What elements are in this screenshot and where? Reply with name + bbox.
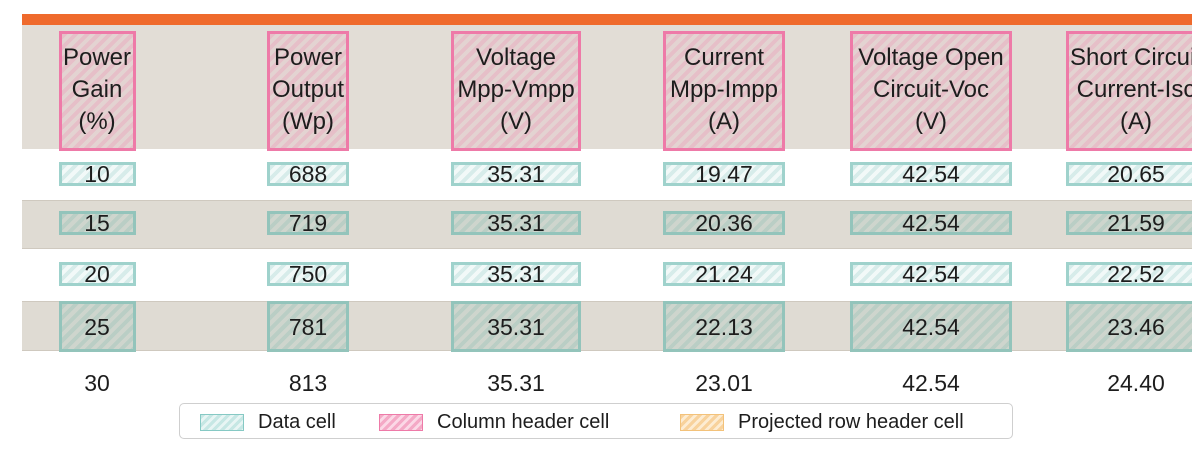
data-cell-box — [451, 262, 581, 286]
data-cell-text: 35.31 — [487, 261, 545, 287]
data-cell-text: 21.59 — [1107, 210, 1165, 236]
data-cell-text: 42.54 — [902, 313, 960, 340]
data-cell-box — [663, 162, 785, 186]
data-cell-text: 719 — [288, 210, 328, 236]
legend: Data cell Column header cell Projected r… — [179, 403, 1013, 439]
data-cell-text: 813 — [288, 370, 328, 396]
data-cell-box — [1066, 262, 1192, 286]
accent-bar — [22, 14, 1192, 25]
column-header-cell-box — [267, 31, 349, 151]
data-cell-text: 25 — [84, 313, 110, 340]
data-cell-box — [850, 301, 1012, 352]
data-cell-text: 42.54 — [902, 210, 960, 236]
data-cell-box — [267, 262, 349, 286]
legend-item-projected-row-header-cell: Projected row header cell — [680, 404, 964, 440]
data-cell-box — [451, 162, 581, 186]
data-cell-text: 35.31 — [487, 210, 545, 236]
column-header-swatch — [379, 413, 423, 431]
striped-row-background — [22, 200, 1192, 249]
striped-row-background — [22, 301, 1192, 351]
legend-label: Projected row header cell — [738, 410, 964, 433]
column-header-text: Current Mpp-Impp (A) — [669, 44, 779, 135]
column-header-text: Short Circuit Current-Isc (A) — [1069, 44, 1192, 135]
projected-row-header-swatch — [680, 413, 724, 431]
legend-item-data-cell: Data cell — [200, 404, 336, 440]
data-cell-text: 15 — [84, 210, 110, 236]
legend-label: Data cell — [258, 410, 336, 433]
data-cell-text: 35.31 — [487, 370, 545, 396]
data-cell-box — [451, 301, 581, 352]
column-header-cell-box — [451, 31, 581, 151]
column-header-text: Voltage Open Circuit-Voc (V) — [858, 44, 1004, 135]
data-cell-text: 688 — [288, 161, 328, 187]
data-cell-text: 20.65 — [1107, 161, 1165, 187]
data-cell-box — [1066, 162, 1192, 186]
column-header-cell-box — [59, 31, 136, 151]
data-cell-box — [59, 301, 136, 352]
data-cell-box — [267, 301, 349, 352]
data-cell-text: 21.24 — [695, 261, 753, 287]
data-cell-text: 42.54 — [902, 161, 960, 187]
legend-item-column-header-cell: Column header cell — [379, 404, 609, 440]
data-cell-box — [451, 211, 581, 235]
data-cell-text: 20.36 — [695, 210, 753, 236]
data-cell-box — [59, 262, 136, 286]
data-cell-text: 35.31 — [487, 313, 545, 340]
data-cell-box — [267, 211, 349, 235]
data-cell-text: 23.46 — [1107, 313, 1165, 340]
data-cell-box — [850, 211, 1012, 235]
data-cell-text: 781 — [288, 313, 328, 340]
data-cell-text: 30 — [84, 370, 110, 396]
data-cell-text: 23.01 — [695, 370, 753, 396]
data-cell-text: 42.54 — [902, 261, 960, 287]
data-cell-box — [1066, 211, 1192, 235]
data-cell-box — [850, 162, 1012, 186]
column-header-cell-box — [850, 31, 1012, 151]
data-cell-text: 35.31 — [487, 161, 545, 187]
data-cell-box — [59, 211, 136, 235]
legend-label: Column header cell — [437, 410, 610, 433]
data-cell-box — [1066, 301, 1192, 352]
data-cell-swatch — [200, 413, 244, 431]
column-header-text: Voltage Mpp-Vmpp (V) — [457, 44, 575, 135]
data-cell-box — [267, 162, 349, 186]
data-cell-text: 750 — [288, 261, 328, 287]
data-cell-text: 22.52 — [1107, 261, 1165, 287]
data-cell-box — [59, 162, 136, 186]
data-cell-box — [663, 262, 785, 286]
column-header-text: Power Gain (%) — [62, 44, 132, 135]
column-header-cell-box — [1066, 31, 1192, 151]
header-row-background — [22, 25, 1192, 149]
data-cell-text: 10 — [84, 161, 110, 187]
data-cell-text: 22.13 — [695, 313, 753, 340]
data-cell-box — [663, 211, 785, 235]
column-header-cell-box — [663, 31, 785, 151]
data-cell-text: 24.40 — [1107, 370, 1165, 396]
column-header-text: Power Output (Wp) — [271, 44, 345, 135]
data-cell-text: 42.54 — [902, 370, 960, 396]
data-cell-box — [850, 262, 1012, 286]
data-cell-text: 19.47 — [695, 161, 753, 187]
data-cell-text: 20 — [84, 261, 110, 287]
data-cell-box — [663, 301, 785, 352]
